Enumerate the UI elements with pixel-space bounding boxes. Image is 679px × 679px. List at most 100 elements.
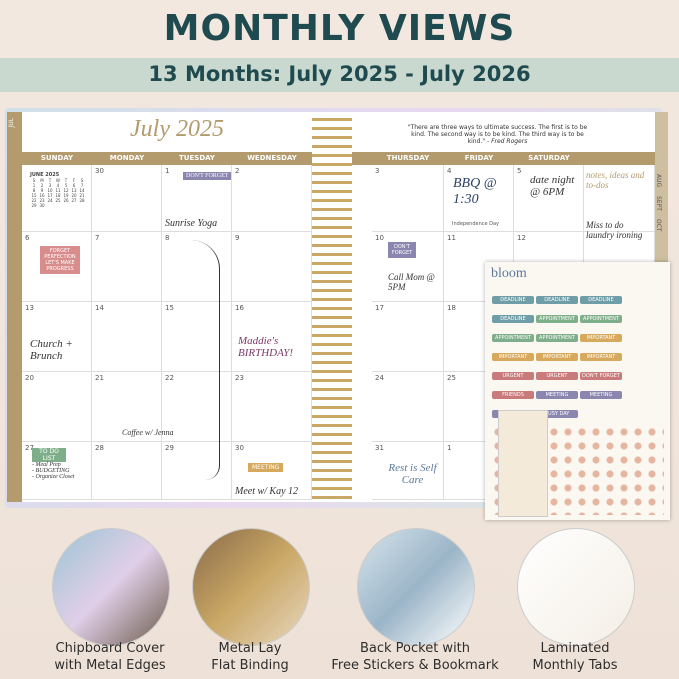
date: 4 xyxy=(447,167,452,175)
date: 10 xyxy=(375,234,384,242)
caption-line: Laminated xyxy=(540,641,610,656)
caption-line: with Metal Edges xyxy=(54,658,166,673)
mini-cell: 4 xyxy=(56,183,60,188)
note: - Organize Closet xyxy=(32,474,75,480)
left-tab-strip xyxy=(7,112,22,502)
day-header-bar xyxy=(22,152,312,165)
day-cell: 21 xyxy=(92,372,162,442)
sticker-label: DON'T FORGET xyxy=(580,372,622,380)
sticker-note: MEETING xyxy=(248,463,284,472)
caption-line: Metal Lay xyxy=(218,641,282,656)
day-cell: 8 xyxy=(162,232,232,302)
mini-cell: 3 xyxy=(48,183,52,188)
feature-caption: Chipboard Cover with Metal Edges xyxy=(25,640,195,674)
note: Call Mom @ 5PM xyxy=(388,272,435,292)
tab: AUG xyxy=(655,174,662,188)
mini-cell: 6 xyxy=(72,183,76,188)
day-header: SUNDAY xyxy=(40,154,74,162)
quote: "There are three ways to ultimate succes… xyxy=(405,124,590,145)
feature-caption: Back Pocket with Free Stickers & Bookmark xyxy=(330,640,500,674)
day-cell: 28 xyxy=(92,442,162,500)
day-cell: 6 xyxy=(22,232,92,302)
day-cell: 9 xyxy=(232,232,312,302)
mini-cell: 27 xyxy=(71,198,77,203)
note: - BUDGETING xyxy=(32,468,70,474)
sticker-label: MEETING xyxy=(580,391,622,399)
bookmark xyxy=(498,410,548,517)
todo-list: TO DO LIST - Meal Prep - BUDGETING - Org… xyxy=(32,448,88,480)
date: 20 xyxy=(25,374,34,382)
banner xyxy=(0,58,679,92)
date: 16 xyxy=(235,304,244,312)
date: 9 xyxy=(235,234,240,242)
mini-cell: 11 xyxy=(55,188,61,193)
quote-text: "There are three ways to ultimate succes… xyxy=(407,124,588,145)
date: 8 xyxy=(165,234,170,242)
mini-cell: 12 xyxy=(63,188,69,193)
day-cell xyxy=(22,165,92,232)
mini-cell: 8 xyxy=(32,188,36,193)
mini-cell: 26 xyxy=(63,198,69,203)
mini-calendar: JUNE 2025 S M T W T F S 1 2 3 4 5 6 7 8 9 10 11 12 13 14 15 16… xyxy=(30,172,88,208)
mini-cell: T xyxy=(48,178,52,183)
feature-image xyxy=(517,528,635,646)
month-title: July 2025 xyxy=(130,116,224,142)
sticker-note: TO DO LIST xyxy=(32,448,66,462)
note: Coffee w/ Jenna xyxy=(122,428,174,437)
note: Sunrise Yoga xyxy=(165,218,218,229)
caption-line: Back Pocket with xyxy=(359,641,471,656)
day-header: MONDAY xyxy=(109,154,145,162)
day-cell: 2 xyxy=(232,165,312,232)
title: MONTHLY VIEWS xyxy=(163,8,516,49)
sticker-note: DON'T FORGET xyxy=(388,242,416,258)
day-cell: 13 xyxy=(22,302,92,372)
note: BBQ @ 1:30 xyxy=(453,176,497,207)
date: 11 xyxy=(447,234,456,242)
sticker-label: URGENT xyxy=(536,372,578,380)
mini-cell: 16 xyxy=(39,193,45,198)
caption-line: Monthly Tabs xyxy=(532,658,618,673)
sticker-label: APPOINTMENT xyxy=(536,315,578,323)
arrow xyxy=(191,240,220,480)
feature-image xyxy=(357,528,475,646)
day-cell: 29 xyxy=(162,442,232,500)
sticker-label: DEADLINE xyxy=(536,296,578,304)
mini-cell: 17 xyxy=(47,193,53,198)
sticker-sheet-title: bloom xyxy=(491,266,527,281)
date: 13 xyxy=(25,304,34,312)
day-cell: 23 xyxy=(232,372,312,442)
day-cell: 7 xyxy=(92,232,162,302)
day-cell: 16 xyxy=(232,302,312,372)
mini-row: 15 16 17 18 19 20 21 xyxy=(30,193,88,198)
left-page xyxy=(22,112,342,502)
date: 18 xyxy=(447,304,456,312)
sticker-label: FRIENDS xyxy=(492,391,534,399)
note: Rest is Self Care xyxy=(388,462,437,486)
day-cell: 30 xyxy=(92,165,162,232)
date: 7 xyxy=(95,234,100,242)
note: - Meal Prep xyxy=(32,462,61,468)
day-header: TUESDAY xyxy=(179,154,215,162)
day-cell: 31 xyxy=(372,442,444,500)
mini-cell: 9 xyxy=(40,188,44,193)
date: 5 xyxy=(517,167,522,175)
date: 27 xyxy=(25,444,34,452)
subtitle: 13 Months: July 2025 - July 2026 xyxy=(148,62,531,86)
sticker-label: DEADLINE xyxy=(492,296,534,304)
day-cell: 4 xyxy=(444,165,514,232)
mini-cell: F xyxy=(72,178,76,183)
sticker-label: IMPORTANT xyxy=(536,353,578,361)
mini-cell: 22 xyxy=(31,198,37,203)
sticker-label: IMPORTANT xyxy=(492,353,534,361)
date: 1 xyxy=(165,167,170,175)
mini-cell: T xyxy=(64,178,68,183)
date: 2 xyxy=(235,167,240,175)
day-header: SATURDAY xyxy=(528,154,570,162)
sticker-label: IMPORTANT xyxy=(580,334,622,342)
mini-cell: 2 xyxy=(40,183,44,188)
sticker-label: APPOINTMENT xyxy=(580,315,622,323)
mini-cell: S xyxy=(32,178,36,183)
date: 25 xyxy=(447,374,456,382)
sticker-label: DEADLINE xyxy=(580,296,622,304)
